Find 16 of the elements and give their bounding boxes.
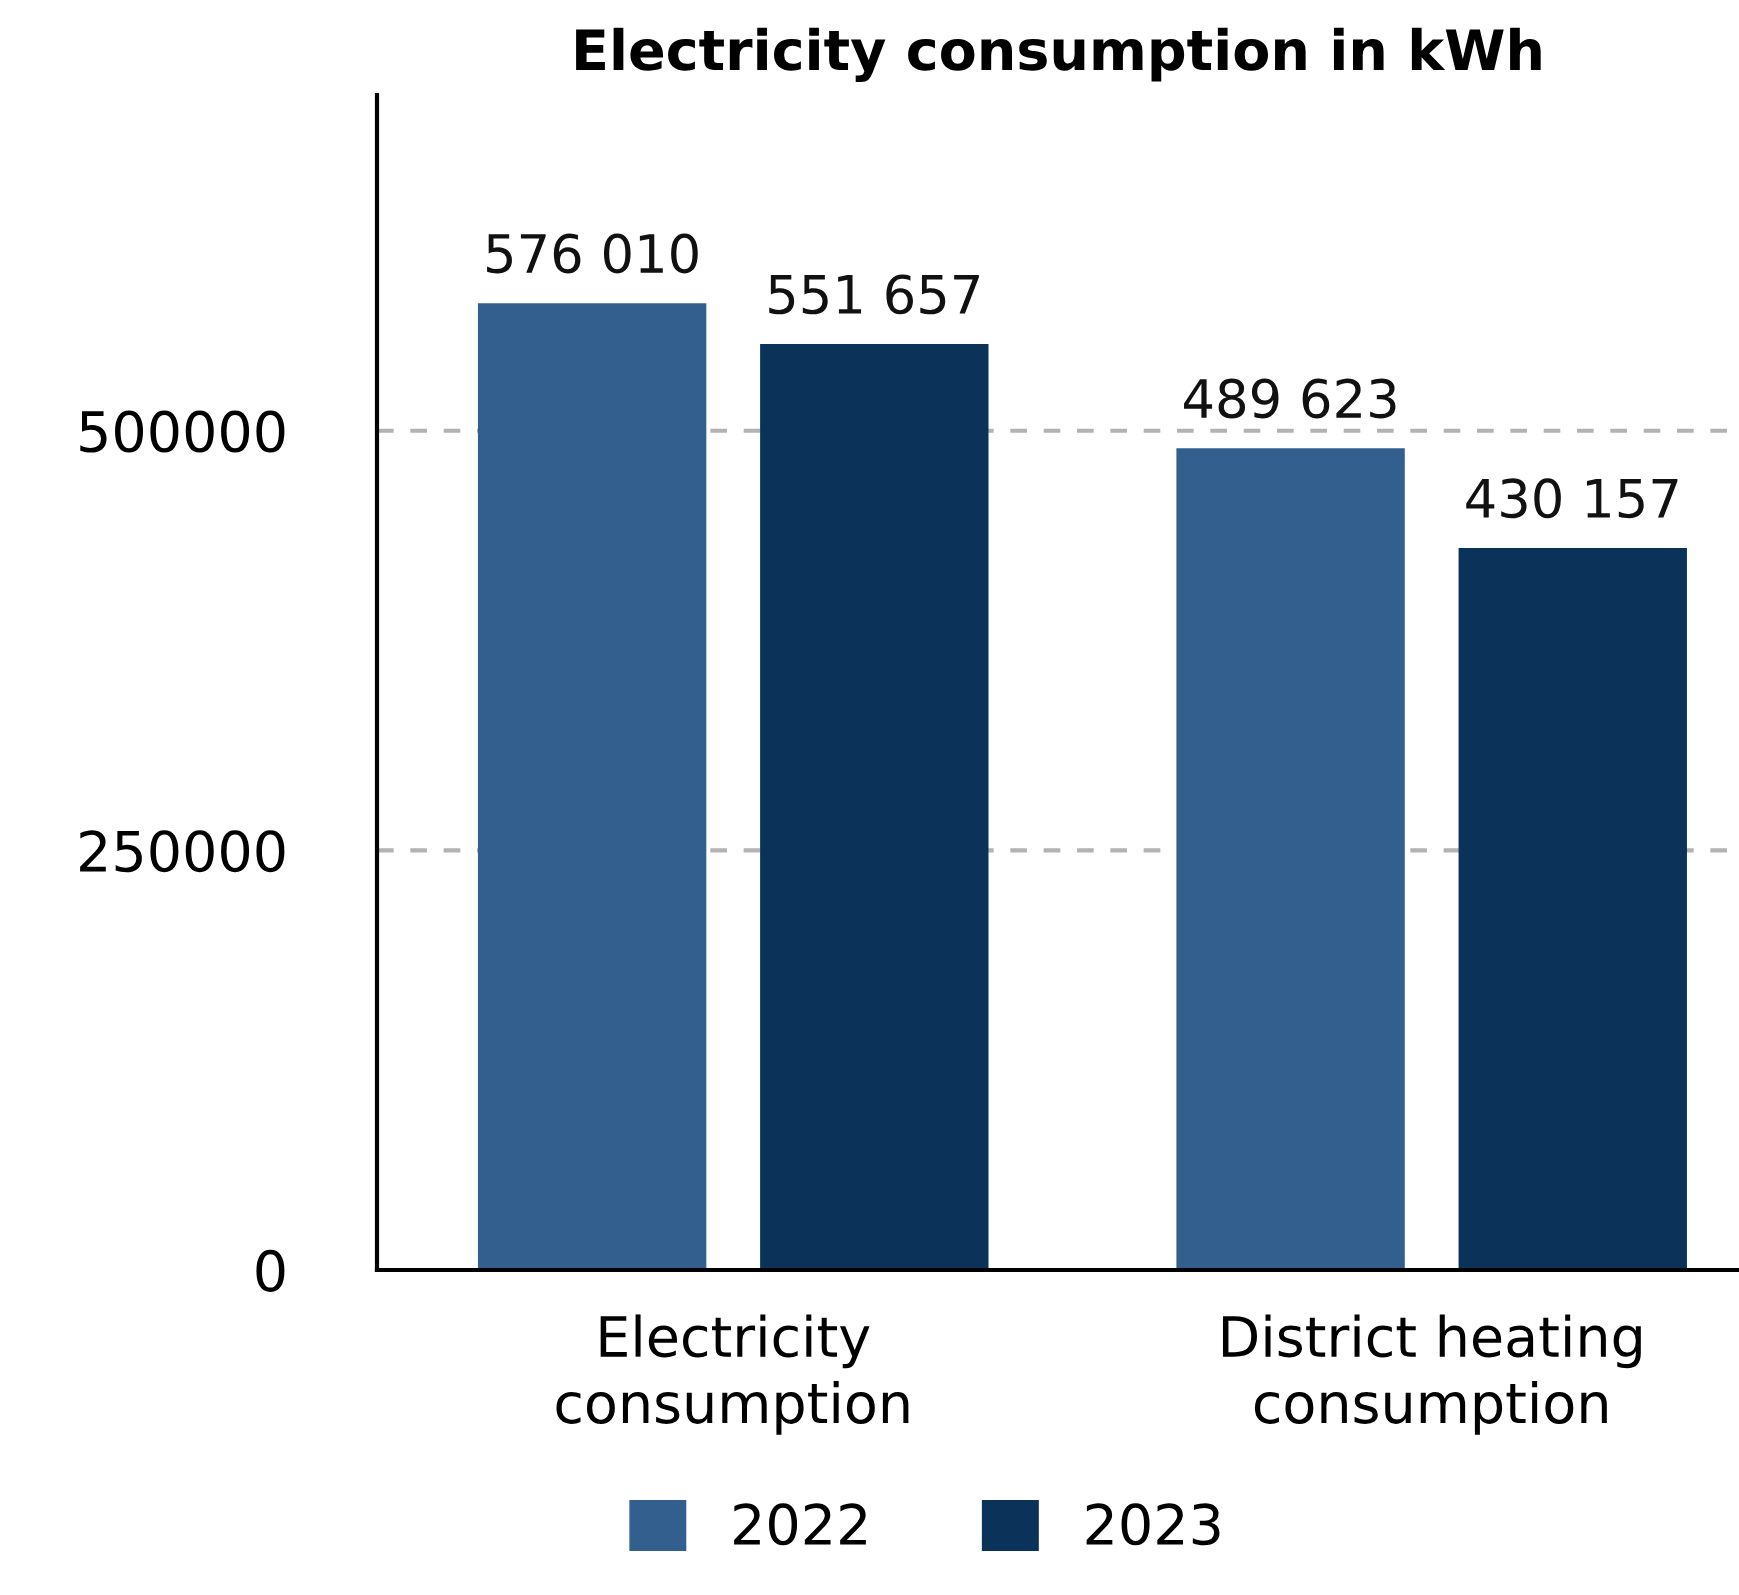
chart-title: Electricity consumption in kWh <box>576 27 1541 82</box>
x-tick-label: Electricity consumption <box>556 1314 909 1435</box>
data-label: 489 623 <box>1184 378 1396 419</box>
data-label: 430 157 <box>1466 478 1678 519</box>
legend-label: 2022 <box>734 1503 866 1546</box>
bar <box>477 303 707 1270</box>
data-label: 551 657 <box>769 274 979 315</box>
data-label: 576 010 <box>487 233 698 274</box>
y-tick-label: 500000 <box>80 410 285 453</box>
x-tick-label: District heating consumption <box>1222 1314 1641 1435</box>
y-tick-label: 0 <box>256 1249 285 1292</box>
bar <box>1458 547 1687 1270</box>
bar <box>760 344 989 1270</box>
legend-label: 2023 <box>1086 1503 1220 1546</box>
y-tick-label: 250000 <box>80 830 285 873</box>
bar <box>1176 448 1405 1270</box>
